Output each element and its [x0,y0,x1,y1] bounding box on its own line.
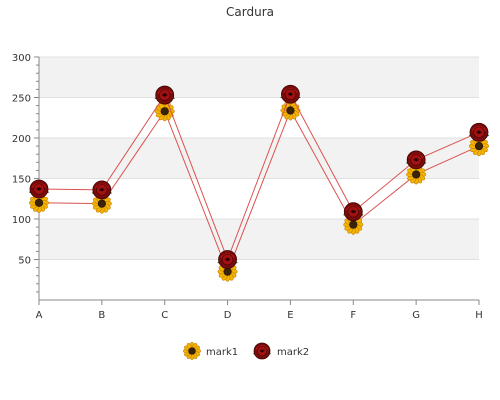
axes: 50 100 150 200 250 300 A B C D E F G H [12,53,483,321]
sunflower-marker-point [406,164,427,185]
series-line-mark2 [38,93,480,261]
chart-title: Cardura [226,5,274,19]
sunflower-center [286,106,295,115]
rose-marker-point [28,179,50,199]
x-tick-label: G [412,310,420,321]
rose-center [352,210,355,213]
x-tick-label: B [98,310,105,321]
sunflower-marker-point [28,192,50,213]
sunflower-center [34,198,44,207]
rose-marker-point [217,250,238,269]
legend-item-mark2: mark2 [252,342,309,360]
rose-marker-point [405,150,427,170]
y-tick-label: 50 [18,256,31,267]
sunflower-center [97,199,106,208]
grid-band [39,219,479,260]
sunflower-center [349,220,358,229]
sunflower-center [188,347,196,355]
plot-background [39,56,479,260]
series-group [28,84,490,282]
rose-center [163,93,166,97]
x-tick-label: E [287,310,293,321]
sunflower-center [160,107,169,116]
rose-center [289,93,292,96]
sunflower-center [412,170,421,179]
sunflower-icon [183,342,201,360]
y-tick-label: 200 [12,134,31,145]
rose-marker-point [154,85,176,105]
y-tick-label: 150 [12,175,31,186]
series-mark2 [28,84,490,269]
y-tick-label: 250 [12,94,31,105]
legend-item-mark1: mark1 [183,342,238,360]
sunflower-center [474,142,484,151]
x-tick-label: H [475,310,483,321]
rose-marker-point [91,180,113,200]
rose-marker-point [468,122,490,142]
rose-center [37,187,41,191]
sunflower-center [223,267,232,276]
grid-band [39,138,479,179]
rose-center [477,131,481,134]
rose-marker-point [280,84,301,104]
rose-icon [252,342,272,360]
legend: mark1 mark2 [183,342,309,360]
x-tick-label: C [161,310,168,321]
legend-label-mark2: mark2 [277,347,309,358]
y-tick-label: 300 [12,53,31,64]
series-line-mark1 [38,109,480,274]
rose-center [260,349,264,353]
legend-label-mark1: mark1 [206,347,238,358]
rose-center [100,188,104,192]
x-tick-label: A [36,310,43,321]
y-tick-label: 100 [12,215,31,226]
grid-band [39,57,479,98]
rose-marker-point [342,202,364,222]
x-tick-label: D [224,310,232,321]
x-tick-label: F [350,310,356,321]
rose-center [414,158,418,162]
rose-center [226,258,229,261]
sunflower-marker-point [154,101,175,122]
